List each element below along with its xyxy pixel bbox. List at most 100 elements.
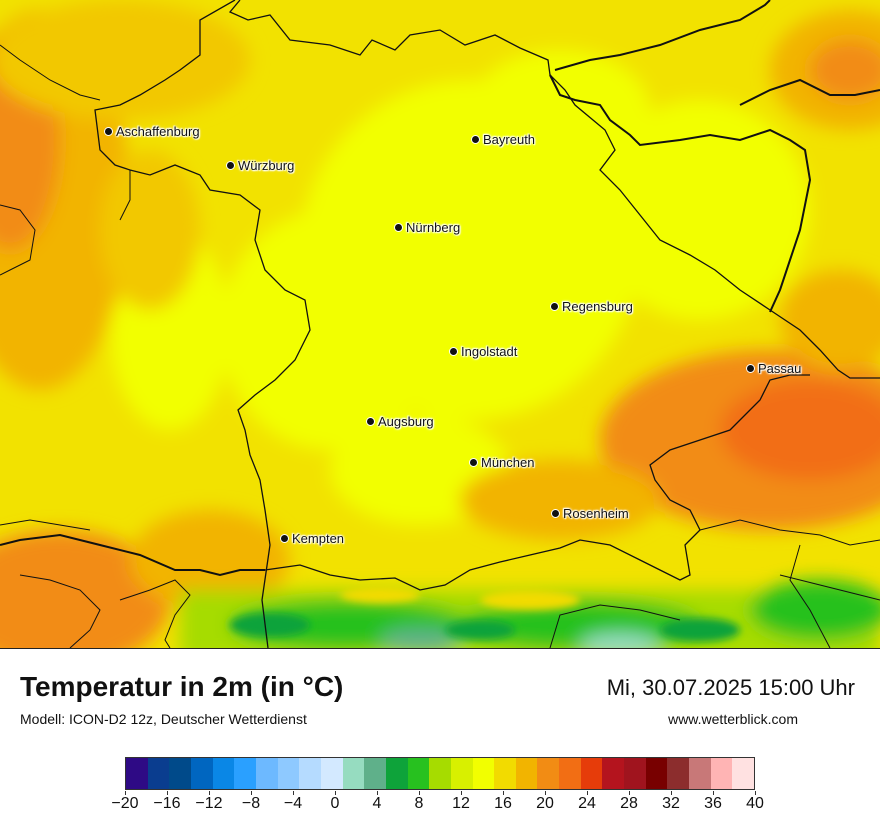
city-marker: Kempten xyxy=(280,531,344,546)
city-label: Regensburg xyxy=(562,299,633,314)
legend-tick-mark xyxy=(713,791,714,795)
city-dot xyxy=(471,135,480,144)
map-title: Temperatur in 2m (in °C) xyxy=(20,671,344,702)
legend-swatch xyxy=(689,758,711,789)
city-label: München xyxy=(481,455,535,470)
legend-tick-mark xyxy=(461,791,462,795)
legend-tick-label: 0 xyxy=(330,795,340,812)
city-marker: Würzburg xyxy=(226,158,294,173)
temperature-map: Aschaffenburg Würzburg Bayreuth Nürnberg… xyxy=(0,0,880,649)
legend-tick-mark xyxy=(545,791,546,795)
legend-ticks: −20 −16 −12 −8 −4 0 4 8 12 16 20 24 28 32 36 40 xyxy=(111,791,764,821)
legend-tick-label: 32 xyxy=(662,795,680,812)
city-marker: Bayreuth xyxy=(471,132,535,147)
legend-tick-label: 8 xyxy=(414,795,424,812)
city-label: Bayreuth xyxy=(483,132,536,147)
legend-tick-mark xyxy=(419,791,420,795)
legend-tick-mark xyxy=(167,791,168,795)
city-marker: Passau xyxy=(746,361,801,376)
legend-swatch xyxy=(515,758,538,789)
legend-swatch xyxy=(277,758,300,789)
legend-tick-mark xyxy=(335,791,336,795)
legend-tick-label: 28 xyxy=(620,795,638,812)
city-marker: Aschaffenburg xyxy=(104,124,200,139)
legend-swatch xyxy=(299,758,321,789)
city-dot xyxy=(449,347,458,356)
legend-tick-label: −8 xyxy=(241,795,261,812)
legend-swatch xyxy=(212,758,235,789)
city-label: Passau xyxy=(758,361,802,376)
legend-swatch xyxy=(342,758,365,789)
legend-swatch xyxy=(559,758,581,789)
legend-swatch xyxy=(429,758,451,789)
legend-tick-mark xyxy=(629,791,630,795)
legend-tick-label: −4 xyxy=(283,795,303,812)
city-label: Aschaffenburg xyxy=(116,124,200,139)
city-dot xyxy=(550,302,559,311)
legend-swatch xyxy=(710,758,733,789)
legend-tick-label: 16 xyxy=(494,795,512,812)
city-dot xyxy=(746,364,755,373)
legend-tick-label: 12 xyxy=(452,795,470,812)
legend-swatch xyxy=(385,758,408,789)
city-marker: Nürnberg xyxy=(394,220,460,235)
legend-tick-mark xyxy=(755,791,756,795)
legend-swatch xyxy=(450,758,473,789)
legend-swatch xyxy=(472,758,495,789)
city-label: Augsburg xyxy=(378,414,434,429)
legend-tick-label: 40 xyxy=(746,795,764,812)
city-dot xyxy=(394,223,403,232)
city-dot xyxy=(366,417,375,426)
legend-swatch xyxy=(645,758,668,789)
legend-swatch xyxy=(667,758,690,789)
legend-tick-mark xyxy=(671,791,672,795)
city-label: Kempten xyxy=(292,531,345,546)
city-dot xyxy=(226,161,235,170)
legend-swatch xyxy=(234,758,256,789)
legend-tick-mark xyxy=(377,791,378,795)
model-info: Modell: ICON-D2 12z, Deutscher Wetterdie… xyxy=(20,711,307,727)
legend-tick-label: −20 xyxy=(111,795,139,812)
city-dot xyxy=(104,127,113,136)
alpine-detail xyxy=(230,587,740,642)
legend-tick-mark xyxy=(293,791,294,795)
city-marker: Augsburg xyxy=(366,414,434,429)
legend-tick-label: −16 xyxy=(153,795,181,812)
legend-swatch xyxy=(169,758,191,789)
legend-swatch xyxy=(255,758,278,789)
legend-tick-mark xyxy=(209,791,210,795)
city-label: Nürnberg xyxy=(406,220,461,235)
legend-swatch xyxy=(190,758,213,789)
legend-swatch xyxy=(580,758,603,789)
city-label: Würzburg xyxy=(238,158,295,173)
city-marker: Rosenheim xyxy=(551,506,629,521)
legend-tick-mark xyxy=(251,791,252,795)
legend-swatch xyxy=(732,758,755,789)
legend-swatch xyxy=(126,758,148,789)
legend-tick-label: 4 xyxy=(372,795,382,812)
legend-tick-mark xyxy=(587,791,588,795)
forecast-datetime: Mi, 30.07.2025 15:00 Uhr xyxy=(606,675,855,700)
city-marker: Ingolstadt xyxy=(449,344,517,359)
city-marker: Regensburg xyxy=(550,299,633,314)
legend-tick-label: 24 xyxy=(578,795,596,812)
city-label: Rosenheim xyxy=(563,506,629,521)
legend-tick-mark xyxy=(125,791,126,795)
legend-swatch xyxy=(602,758,625,789)
temperature-shading xyxy=(0,0,880,648)
legend-tick-label: 20 xyxy=(536,795,554,812)
legend-swatch xyxy=(147,758,170,789)
website-url: www.wetterblick.com xyxy=(668,711,798,727)
legend-tick-label: −12 xyxy=(195,795,223,812)
city-dot xyxy=(469,458,478,467)
temperature-field xyxy=(0,0,880,648)
borders xyxy=(0,0,880,648)
legend-swatch xyxy=(494,758,516,789)
city-label: Ingolstadt xyxy=(461,344,518,359)
color-legend xyxy=(125,757,755,790)
city-marker: München xyxy=(469,455,534,470)
city-dot xyxy=(280,534,289,543)
legend-swatch xyxy=(364,758,386,789)
legend-tick-label: 36 xyxy=(704,795,722,812)
legend-tick-mark xyxy=(503,791,504,795)
